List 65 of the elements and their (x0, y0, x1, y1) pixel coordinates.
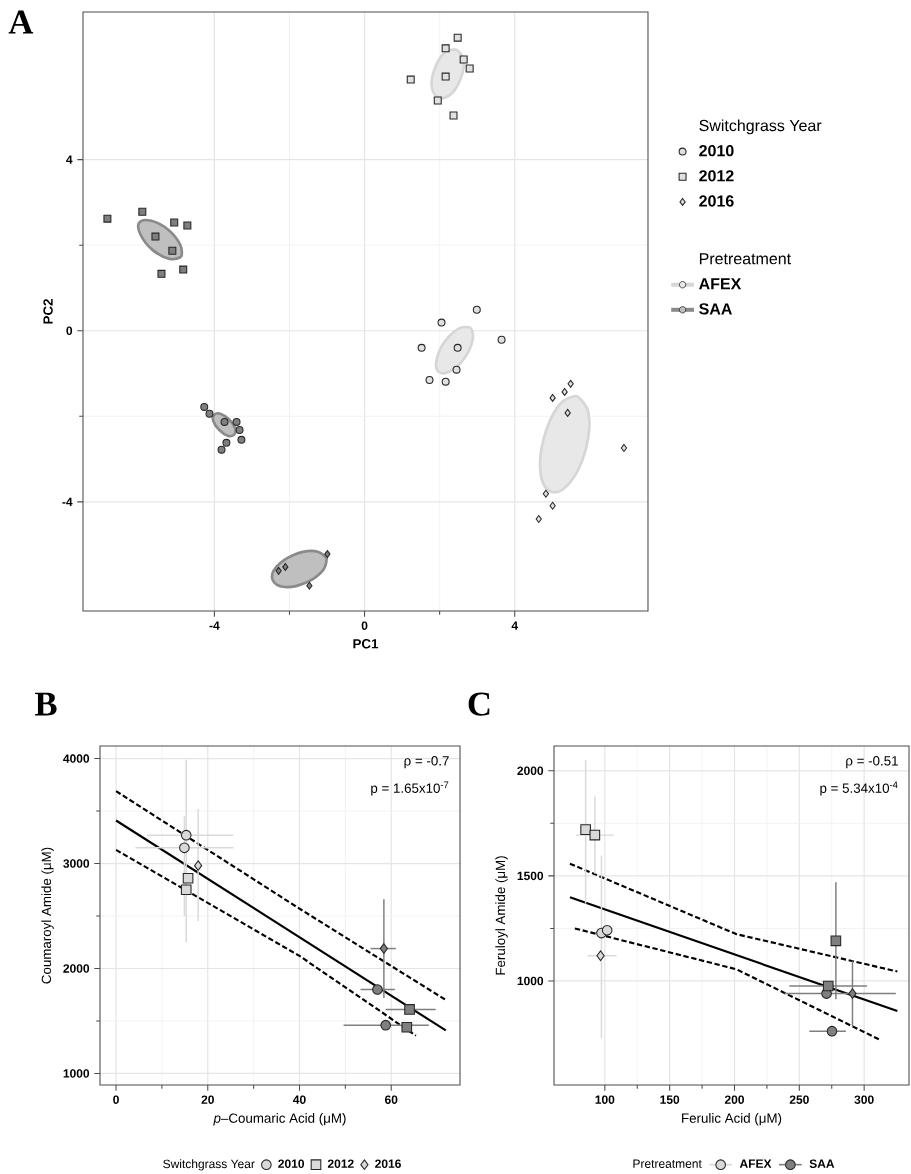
y-tick-label: -4 (62, 497, 73, 507)
point (567, 379, 574, 388)
legend-label: 2012 (327, 1159, 354, 1168)
legend-label: 2016 (375, 1159, 401, 1168)
legend-title: Switchgrass Year (163, 1159, 255, 1171)
x-tick-label: 100 (595, 1095, 615, 1104)
y-axis-title: Feruloyl Amide (μM) (495, 856, 508, 975)
y-tick-label: 1000 (63, 1069, 90, 1078)
annotation: p = 5.34x10$^{-4}$ (820, 781, 898, 796)
point (561, 387, 568, 396)
legend-title: Pretreatment (633, 1159, 702, 1168)
point (580, 824, 591, 835)
y-tick-label: 3000 (63, 859, 90, 868)
legend-label: SAA (809, 1159, 835, 1168)
y-axis-title: Coumaroyl Amide (μM) (41, 847, 54, 984)
point (830, 935, 842, 947)
x-tick-label: -4 (209, 621, 220, 630)
y-tick-label: 2000 (517, 766, 544, 776)
legend-label: SAA (699, 303, 732, 315)
y-tick-label: 1500 (517, 871, 544, 881)
point (542, 489, 550, 498)
point (589, 829, 601, 841)
x-tick-label: 40 (293, 1095, 306, 1104)
x-axis-title: PC1 (353, 639, 379, 649)
chart-title: A (8, 10, 34, 34)
chart-title: B (35, 692, 57, 716)
x-tick-label: 4 (511, 621, 518, 630)
point (601, 924, 613, 936)
legend-title: Switchgrass Year (699, 119, 822, 135)
x-tick-label: 0 (361, 621, 368, 630)
legend-label: AFEX (739, 1159, 772, 1168)
legend-label: 2012 (699, 170, 734, 182)
legend-label: 2016 (699, 195, 734, 207)
x-tick-label: 250 (789, 1095, 809, 1104)
legend-label: 2010 (699, 145, 734, 157)
y-tick-label: 2000 (63, 964, 90, 973)
y-tick-label: 1000 (517, 976, 544, 986)
point (822, 980, 834, 992)
point (549, 501, 556, 510)
point (549, 393, 556, 402)
annotation: ρ = -0.51 (846, 756, 898, 769)
x-tick-label: 60 (384, 1095, 398, 1104)
point (535, 515, 542, 524)
y-tick-label: 4000 (63, 754, 90, 763)
annotation: ρ = -0.7 (404, 756, 449, 769)
y-tick-label: 4 (66, 155, 73, 164)
x-tick-label: 20 (201, 1095, 214, 1104)
x-tick-label: 0 (113, 1095, 119, 1104)
point (826, 1025, 838, 1037)
x-axis-title: p–Coumaric Acid (μM) (213, 1113, 346, 1126)
point (620, 443, 628, 452)
legend-label: AFEX (699, 278, 742, 290)
chart-title: C (468, 692, 490, 716)
annotation: p = 1.65x10$^{-7}$ (371, 781, 449, 796)
legend-label: 2010 (278, 1159, 305, 1168)
x-tick-label: 150 (660, 1095, 680, 1104)
point (564, 408, 571, 417)
point (848, 988, 857, 999)
x-tick-label: 200 (724, 1095, 745, 1104)
y-tick-label: 0 (66, 326, 73, 335)
x-axis-title: Ferulic Acid (μM) (682, 1113, 782, 1126)
point (596, 950, 605, 962)
text: Pretreatment (699, 253, 791, 265)
x-tick-label: 300 (854, 1095, 874, 1104)
y-axis-title: PC2 (43, 299, 53, 324)
